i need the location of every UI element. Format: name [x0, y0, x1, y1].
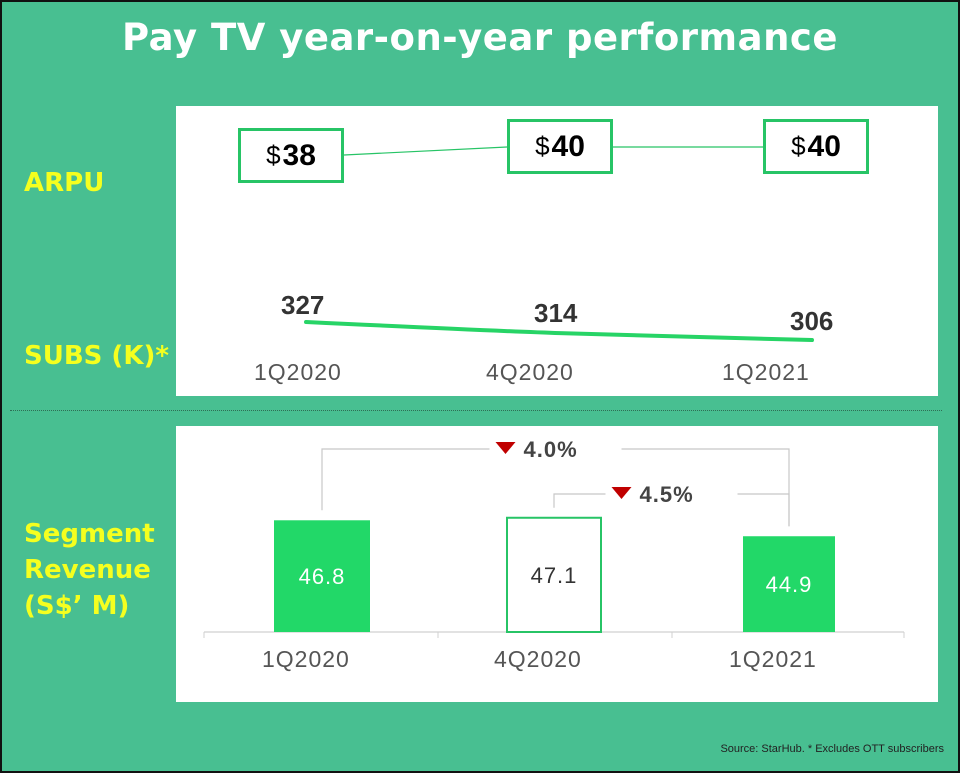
segment-revenue-panel: 46.8 47.1 44.9 4.0% 4.5% 1Q2020 4Q2020 1Q202…	[176, 426, 938, 702]
arpu-value-box: $38	[238, 128, 344, 183]
revenue-bar	[274, 520, 370, 632]
page-title: Pay TV year-on-year performance	[122, 16, 838, 59]
arpu-subs-panel: $38 $40 $40 327 314 306 1Q2020 4Q2020 1Q…	[176, 106, 938, 396]
section-divider	[10, 410, 942, 411]
arpu-currency: $	[266, 140, 281, 170]
change-label-background	[605, 480, 738, 508]
x-tick-label: 1Q2020	[254, 359, 342, 385]
arpu-value-box: $40	[763, 119, 869, 174]
arpu-value: 40	[807, 129, 841, 163]
arpu-currency: $	[535, 131, 550, 161]
revenue-bar	[506, 516, 602, 633]
down-arrow-icon	[495, 442, 516, 454]
segment-revenue-chart: 46.8 47.1 44.9 4.0% 4.5%	[203, 435, 905, 638]
subs-label: SUBS (K)*	[24, 341, 169, 371]
revenue-bar	[743, 536, 835, 632]
segment-revenue-label-line3: (S$’ M)	[24, 591, 130, 621]
subs-value-label: 306	[790, 306, 834, 336]
subs-value-label: 314	[534, 298, 578, 328]
arpu-currency: $	[791, 131, 806, 161]
segment-revenue-label: Segment Revenue (S$’ M)	[24, 516, 155, 624]
change-label-background	[489, 435, 622, 463]
down-arrow-icon	[611, 487, 632, 499]
arpu-value-box: $40	[507, 119, 613, 174]
arpu-value: 40	[551, 129, 585, 163]
x-tick-label: 1Q2020	[262, 646, 350, 672]
revenue-bar-label: 44.9	[766, 572, 813, 597]
subs-trend-line	[304, 320, 814, 343]
x-tick-label: 4Q2020	[486, 359, 574, 385]
change-percent-label: 4.0%	[524, 437, 578, 462]
x-tick-label: 1Q2021	[722, 359, 810, 385]
segment-revenue-label-line2: Revenue	[24, 555, 151, 585]
segment-revenue-label-line1: Segment	[24, 519, 155, 549]
change-percent-label: 4.5%	[640, 482, 694, 507]
x-tick-label: 1Q2021	[729, 646, 817, 672]
revenue-bar-label: 47.1	[531, 563, 578, 588]
source-note: Source: StarHub. * Excludes OTT subscrib…	[720, 743, 944, 755]
arpu-value: 38	[282, 138, 316, 172]
revenue-bar-label: 46.8	[299, 564, 346, 589]
subs-value-label: 327	[281, 290, 325, 320]
arpu-label: ARPU	[24, 168, 105, 198]
x-tick-label: 4Q2020	[494, 646, 582, 672]
